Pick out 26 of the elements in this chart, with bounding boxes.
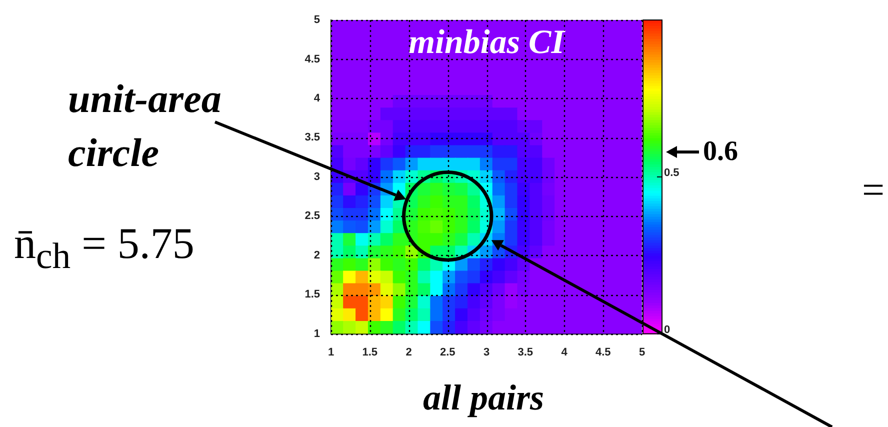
x-axis-title: all pairs [422,377,544,418]
x-tick-label: 4.5 [595,346,611,358]
x-tick-label: 3 [483,346,490,358]
x-tick-label: 1 [328,346,334,358]
y-tick-label: 4 [314,92,321,104]
x-tick-label: 5 [638,346,646,358]
y-tick-label: 2.5 [304,210,320,222]
y-tick-label: 3 [314,170,320,183]
x-tick-label: 1.5 [362,346,378,358]
x-tick-label: 2.5 [440,346,456,358]
text: 0.6 [703,136,738,167]
x-tick-label: 2 [406,346,412,358]
y-tick-label: 5 [314,14,320,26]
x-tick-label: 3.5 [518,346,534,358]
y-tick-label: 2 [314,249,320,262]
y-tick-label: 1 [314,328,320,340]
y-tick-label: 4.5 [304,53,320,66]
y-tick-label: 3.5 [304,132,320,144]
x-tick-label: 4 [561,346,568,358]
chart-title: minbias CI [408,24,566,61]
color-bar-label: 0 [664,324,670,336]
y-tick-label: 1.5 [304,288,320,301]
text: n̄$_{ch}$ = 5.75 [14,219,194,276]
text: unit-area circle [68,75,222,177]
color-bar-label: 0.5 [664,166,680,179]
text: = [862,167,885,212]
